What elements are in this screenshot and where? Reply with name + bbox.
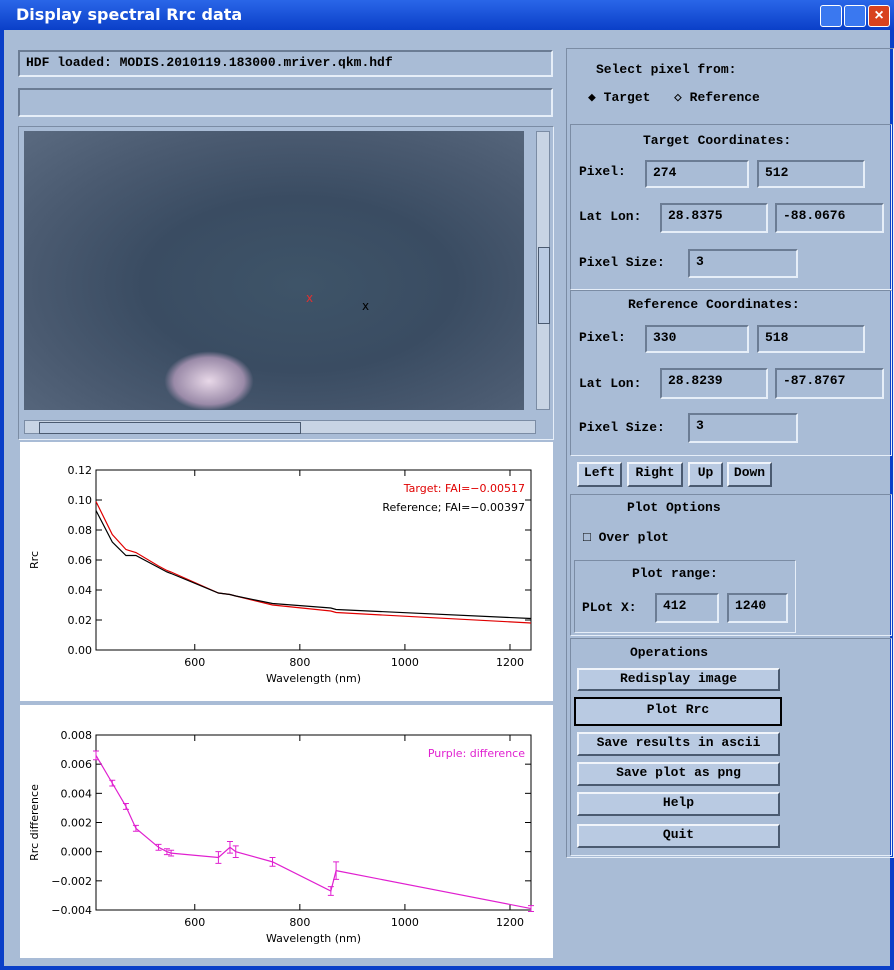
pixel-label: Pixel:	[579, 164, 626, 179]
size-label: Pixel Size:	[579, 255, 665, 270]
file-field[interactable]: HDF loaded: MODIS.2010119.183000.mriver.…	[18, 50, 553, 77]
y-tick-label: 0.02	[68, 614, 93, 627]
maximize-button[interactable]	[844, 5, 866, 27]
y-tick-label: 0.004	[61, 787, 93, 800]
radio-label: Reference	[690, 90, 760, 105]
y-tick-label: 0.00	[68, 644, 93, 657]
pixel-label: Pixel:	[579, 330, 626, 345]
difference-chart: −0.004 −0.002 0.000 0.002 0.004 0.006 0.008 600…	[20, 705, 553, 958]
series-line	[96, 502, 531, 624]
y-tick-label: −0.002	[51, 875, 92, 888]
nav-button[interactable]: Up	[688, 462, 723, 487]
pixel-y-field[interactable]: 518	[757, 325, 865, 353]
y-tick-label: 0.08	[68, 524, 93, 537]
nav-button[interactable]: Left	[577, 462, 622, 487]
checkbox-label: Over plot	[599, 530, 669, 545]
scroll-thumb[interactable]	[39, 422, 301, 434]
range-title: Plot range:	[632, 566, 718, 581]
latlon-label: Lat Lon:	[579, 209, 641, 224]
radio-reference[interactable]: ◇ Reference	[674, 90, 760, 105]
x-tick-label: 1000	[391, 656, 419, 669]
size-field[interactable]: 3	[688, 249, 798, 278]
operation-button[interactable]: Save plot as png	[577, 762, 780, 786]
y-tick-label: −0.004	[51, 904, 92, 917]
y-tick-label: 0.06	[68, 554, 93, 567]
satellite-image[interactable]: x x	[24, 131, 524, 410]
error-bar	[109, 780, 115, 786]
y-tick-label: 0.000	[61, 846, 93, 859]
y-axis-label: Rrc	[28, 551, 41, 569]
x-tick-label: 600	[184, 916, 205, 929]
select-label: Select pixel from:	[596, 62, 736, 77]
radio-label: Target	[604, 90, 651, 105]
error-bar	[227, 841, 233, 853]
legend-entry: Reference; FAI=−0.00397	[382, 501, 525, 514]
x-tick-label: 800	[289, 916, 310, 929]
window-title: Display spectral Rrc data	[16, 5, 242, 24]
lat-field[interactable]: 28.8375	[660, 203, 768, 233]
y-tick-label: 0.04	[68, 584, 93, 597]
series-line	[96, 511, 531, 619]
reference-marker: x	[362, 299, 369, 313]
y-tick-label: 0.008	[61, 729, 93, 742]
size-field[interactable]: 3	[688, 413, 798, 443]
operation-button[interactable]: Quit	[577, 824, 780, 848]
operation-button[interactable]: Save results in ascii	[577, 732, 780, 756]
x-tick-label: 1200	[496, 916, 524, 929]
error-bar	[123, 804, 129, 810]
error-bar	[164, 849, 170, 855]
section-title: Reference Coordinates:	[628, 297, 800, 312]
nav-button[interactable]: Right	[627, 462, 683, 487]
range-label: PLot X:	[582, 600, 637, 615]
x-axis-label: Wavelength (nm)	[266, 932, 361, 945]
range-min-field[interactable]: 412	[655, 593, 719, 623]
plot-frame	[96, 470, 531, 650]
operation-button[interactable]: Plot Rrc	[574, 697, 782, 726]
y-tick-label: 0.006	[61, 758, 93, 771]
vertical-scrollbar[interactable]	[536, 131, 550, 410]
size-label: Pixel Size:	[579, 420, 665, 435]
series-line	[96, 755, 531, 908]
pixel-x-field[interactable]: 330	[645, 325, 749, 353]
pixel-y-field[interactable]: 512	[757, 160, 865, 188]
target-marker: x	[306, 291, 313, 305]
x-tick-label: 600	[184, 656, 205, 669]
y-tick-label: 0.002	[61, 817, 93, 830]
radio-target[interactable]: ◆ Target	[588, 90, 650, 105]
x-tick-label: 1000	[391, 916, 419, 929]
overplot-checkbox[interactable]: □ Over plot	[583, 530, 669, 545]
operation-button[interactable]: Redisplay image	[577, 668, 780, 691]
lat-field[interactable]: 28.8239	[660, 368, 768, 399]
lon-field[interactable]: -87.8767	[775, 368, 884, 399]
x-axis-label: Wavelength (nm)	[266, 672, 361, 685]
bright-region	[164, 351, 254, 411]
minimize-button[interactable]	[820, 5, 842, 27]
section-title: Plot Options	[627, 500, 721, 515]
section-title: Operations	[630, 645, 708, 660]
error-bar	[328, 887, 334, 896]
y-tick-label: 0.10	[68, 494, 93, 507]
x-tick-label: 1200	[496, 656, 524, 669]
section-title: Target Coordinates:	[643, 133, 791, 148]
empty-field[interactable]	[18, 88, 553, 117]
range-max-field[interactable]: 1240	[727, 593, 788, 623]
pixel-x-field[interactable]: 274	[645, 160, 749, 188]
horizontal-scrollbar[interactable]	[24, 420, 536, 434]
legend-entry: Purple: difference	[428, 747, 525, 760]
y-axis-label: Rrc difference	[28, 784, 41, 861]
operation-button[interactable]: Help	[577, 792, 780, 816]
close-button[interactable]: ×	[868, 5, 890, 27]
legend-entry: Target: FAI=−0.00517	[403, 482, 525, 495]
plot-frame	[96, 735, 531, 910]
lon-field[interactable]: -88.0676	[775, 203, 884, 233]
latlon-label: Lat Lon:	[579, 376, 641, 391]
x-tick-label: 800	[289, 656, 310, 669]
scroll-thumb[interactable]	[538, 247, 550, 324]
title-bar: Display spectral Rrc data ×	[0, 0, 894, 30]
nav-button[interactable]: Down	[727, 462, 772, 487]
screen: Display spectral Rrc data × HDF loaded: …	[0, 0, 894, 970]
rrc-chart: 0.00 0.02 0.04 0.06 0.08 0.10 0.12 600 800 1000 12…	[20, 442, 553, 701]
y-tick-label: 0.12	[68, 464, 93, 477]
